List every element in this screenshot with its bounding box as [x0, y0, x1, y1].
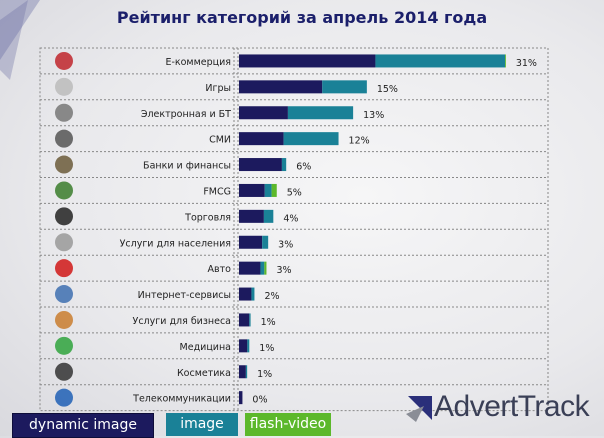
bar-dynamic-image — [239, 106, 288, 120]
bar-image — [245, 365, 248, 379]
bar-image — [281, 158, 287, 172]
bank-icon — [55, 155, 73, 174]
bar-dynamic-image — [239, 287, 252, 301]
bar-image — [247, 339, 250, 353]
bar-dynamic-image — [239, 391, 243, 405]
data-label: 4% — [283, 213, 298, 224]
globe-icon — [55, 388, 73, 407]
category-label: Телекоммуникации — [132, 394, 231, 405]
shopping-cart-icon — [55, 51, 73, 70]
data-label: 2% — [264, 291, 279, 302]
bar-flash-video — [271, 183, 277, 197]
bar-image — [251, 287, 255, 301]
category-label: Косметика — [177, 368, 231, 379]
category-label: FMCG — [203, 186, 231, 197]
bar-image — [260, 261, 265, 275]
bar-image — [264, 183, 272, 197]
chart-title: Рейтинг категорий за апрель 2014 года — [116, 8, 488, 27]
category-label: Авто — [208, 264, 232, 275]
medical-cross-icon — [55, 336, 73, 355]
category-label: Интернет-сервисы — [138, 290, 231, 301]
satellite-dish-icon — [55, 233, 73, 252]
appliance-icon — [55, 103, 73, 122]
bar-flash-video — [505, 54, 506, 68]
data-label: 6% — [296, 162, 311, 173]
bar-image — [263, 209, 274, 223]
barcode-icon — [55, 207, 73, 226]
car-icon — [55, 259, 73, 278]
logo-text: AdvertTrack — [434, 390, 590, 423]
category-label: Услуги для населения — [120, 238, 231, 249]
newspaper-icon — [55, 129, 73, 148]
bar-dynamic-image — [239, 183, 265, 197]
category-label: Игры — [205, 83, 231, 94]
legend-dynamic-image: dynamic image — [12, 413, 154, 438]
bar-dynamic-image — [239, 261, 261, 275]
category-label: Банки и финансы — [143, 161, 231, 172]
category-label: СМИ — [209, 135, 231, 146]
data-label: 0% — [252, 395, 267, 406]
data-label: 15% — [377, 84, 398, 95]
bar-dynamic-image — [239, 235, 263, 249]
legend-image: image — [166, 413, 238, 436]
category-label: Медицина — [180, 342, 231, 353]
category-label: Торговля — [184, 212, 231, 223]
data-label: 12% — [349, 136, 370, 147]
data-label: 5% — [287, 187, 302, 198]
bar-dynamic-image — [239, 339, 248, 353]
handshake-icon — [55, 310, 73, 329]
bar-dynamic-image — [239, 365, 246, 379]
category-label: Электронная и БТ — [141, 109, 231, 120]
data-label: 1% — [261, 317, 276, 328]
data-label: 1% — [257, 369, 272, 380]
data-label: 31% — [516, 58, 537, 69]
bar-dynamic-image — [239, 158, 282, 172]
bar-image — [249, 313, 251, 327]
category-label: Е-коммерция — [165, 57, 231, 68]
bar-image — [283, 132, 339, 146]
bar-dynamic-image — [239, 313, 250, 327]
data-label: 3% — [278, 239, 293, 250]
gamepad-icon — [55, 77, 73, 96]
pin-icon — [55, 285, 73, 304]
bar-image — [287, 106, 354, 120]
bar-dynamic-image — [239, 209, 264, 223]
bar-image — [262, 235, 269, 249]
legend-flash-video: flash-video — [245, 413, 331, 436]
adverttrack-logo: AdvertTrack — [404, 390, 590, 424]
bar-dynamic-image — [239, 54, 376, 68]
data-label: 3% — [276, 265, 291, 276]
grocery-icon — [55, 181, 73, 200]
bar-image — [322, 80, 367, 94]
data-label: 1% — [259, 343, 274, 354]
data-label: 13% — [363, 110, 384, 121]
chart-frame — [39, 47, 549, 412]
bar-flash-video — [264, 261, 267, 275]
category-label: Услуги для бизнеса — [133, 316, 231, 327]
bar-dynamic-image — [239, 80, 323, 94]
logo-arrow-icon — [406, 396, 432, 422]
cosmetics-icon — [55, 362, 73, 381]
bar-image — [375, 54, 505, 68]
bar-dynamic-image — [239, 132, 284, 146]
